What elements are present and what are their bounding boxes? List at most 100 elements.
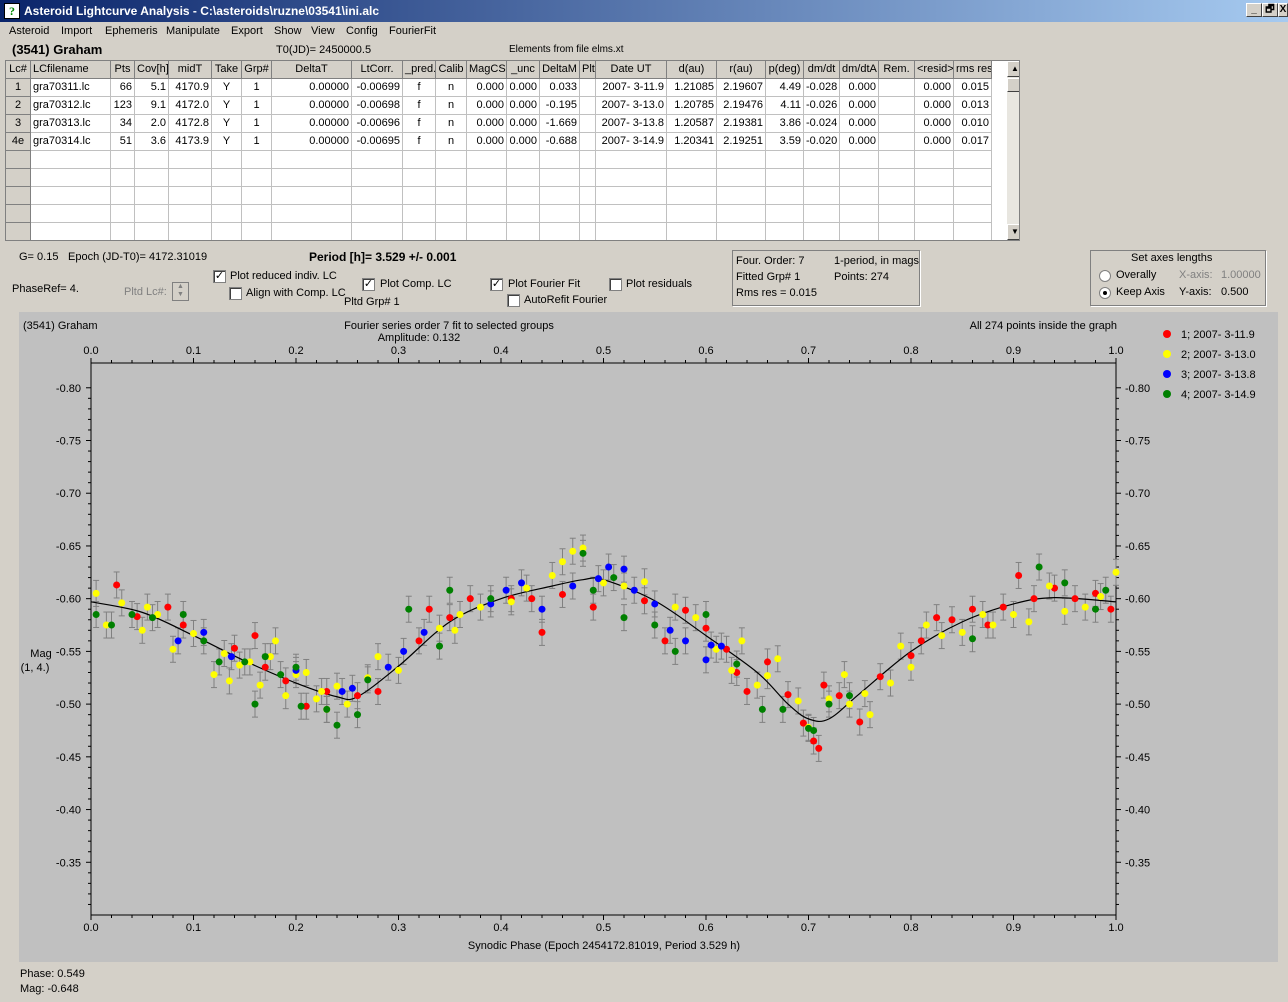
table-cell[interactable] xyxy=(540,169,580,187)
scroll-thumb[interactable] xyxy=(1007,78,1019,92)
menu-ephemeris[interactable]: Ephemeris xyxy=(105,25,158,37)
table-cell[interactable] xyxy=(436,223,467,240)
table-cell[interactable] xyxy=(717,169,766,187)
table-cell[interactable] xyxy=(954,223,992,240)
align-checkbox[interactable] xyxy=(229,287,242,300)
menu-show[interactable]: Show xyxy=(274,25,302,37)
x-axis-input[interactable]: 1.00000 xyxy=(1221,269,1261,281)
row-header[interactable] xyxy=(6,205,31,223)
table-cell[interactable] xyxy=(507,223,540,240)
table-cell[interactable] xyxy=(467,223,507,240)
menu-import[interactable]: Import xyxy=(61,25,93,37)
table-cell[interactable] xyxy=(879,151,915,169)
table-cell[interactable] xyxy=(212,205,242,223)
table-cell[interactable]: -0.00696 xyxy=(352,115,403,133)
table-cell[interactable]: 66 xyxy=(111,79,135,97)
table-cell[interactable] xyxy=(169,223,212,240)
minimize-button[interactable]: _ xyxy=(1246,3,1262,17)
table-cell[interactable] xyxy=(135,187,169,205)
table-cell[interactable]: Y xyxy=(212,79,242,97)
column-header[interactable]: Plt xyxy=(580,61,596,79)
pltd-lc-spinner[interactable]: ▲ ▼ xyxy=(172,282,189,301)
table-cell[interactable] xyxy=(717,205,766,223)
table-cell[interactable] xyxy=(580,205,596,223)
table-cell[interactable]: 0.000 xyxy=(507,115,540,133)
table-cell[interactable]: 2.0 xyxy=(135,115,169,133)
table-cell[interactable] xyxy=(403,205,436,223)
table-cell[interactable]: 0.000 xyxy=(840,133,879,151)
row-header[interactable]: 2 xyxy=(6,97,31,115)
table-cell[interactable] xyxy=(915,187,954,205)
table-cell[interactable] xyxy=(717,151,766,169)
table-cell[interactable]: 0.000 xyxy=(467,115,507,133)
table-cell[interactable]: 0.000 xyxy=(840,115,879,133)
table-cell[interactable] xyxy=(840,151,879,169)
table-cell[interactable] xyxy=(840,205,879,223)
y-axis-input[interactable]: 0.500 xyxy=(1221,286,1249,298)
column-header[interactable]: Pts xyxy=(111,61,135,79)
table-cell[interactable]: -0.00698 xyxy=(352,97,403,115)
table-cell[interactable] xyxy=(507,151,540,169)
column-header[interactable]: midT xyxy=(169,61,212,79)
table-cell[interactable] xyxy=(915,223,954,240)
table-cell[interactable]: 2007- 3-13.0 xyxy=(596,97,667,115)
table-cell[interactable]: 123 xyxy=(111,97,135,115)
lightcurve-table[interactable]: ▲ ▼ Lc# LCfilename Pts Cov[h] midT Take Grp# De… xyxy=(5,60,1020,241)
table-cell[interactable] xyxy=(879,79,915,97)
table-cell[interactable]: 1 xyxy=(242,133,272,151)
table-cell[interactable]: 3.86 xyxy=(766,115,804,133)
menu-fourierfit[interactable]: FourierFit xyxy=(389,25,437,37)
table-cell[interactable] xyxy=(352,169,403,187)
table-cell[interactable]: 0.000 xyxy=(915,133,954,151)
table-cell[interactable]: 34 xyxy=(111,115,135,133)
column-header[interactable]: Grp# xyxy=(242,61,272,79)
column-header[interactable]: Cov[h] xyxy=(135,61,169,79)
table-cell[interactable] xyxy=(272,223,352,240)
column-header[interactable]: DeltaM xyxy=(540,61,580,79)
table-cell[interactable] xyxy=(580,169,596,187)
table-cell[interactable]: n xyxy=(436,97,467,115)
table-cell[interactable]: 0.000 xyxy=(915,115,954,133)
column-header[interactable]: LCfilename xyxy=(31,61,111,79)
table-cell[interactable] xyxy=(111,223,135,240)
table-cell[interactable] xyxy=(540,187,580,205)
column-header[interactable]: dm/dtA xyxy=(840,61,879,79)
table-cell[interactable]: 2007- 3-11.9 xyxy=(596,79,667,97)
table-cell[interactable]: 0.000 xyxy=(507,133,540,151)
table-cell[interactable] xyxy=(135,151,169,169)
table-cell[interactable] xyxy=(135,205,169,223)
table-cell[interactable]: 2.19381 xyxy=(717,115,766,133)
table-cell[interactable] xyxy=(467,205,507,223)
table-cell[interactable] xyxy=(507,205,540,223)
table-cell[interactable]: 0.000 xyxy=(467,79,507,97)
table-cell[interactable] xyxy=(915,169,954,187)
column-header[interactable]: DeltaT xyxy=(272,61,352,79)
table-cell[interactable]: -0.195 xyxy=(540,97,580,115)
table-cell[interactable] xyxy=(212,187,242,205)
table-cell[interactable]: 4.49 xyxy=(766,79,804,97)
table-cell[interactable]: 0.000 xyxy=(915,79,954,97)
table-cell[interactable]: 0.010 xyxy=(954,115,992,133)
table-cell[interactable]: 0.033 xyxy=(540,79,580,97)
row-header[interactable] xyxy=(6,169,31,187)
table-cell[interactable]: 1 xyxy=(242,115,272,133)
table-cell[interactable] xyxy=(915,151,954,169)
table-cell[interactable] xyxy=(540,151,580,169)
table-cell[interactable] xyxy=(242,169,272,187)
table-cell[interactable] xyxy=(954,187,992,205)
table-cell[interactable] xyxy=(242,151,272,169)
table-cell[interactable] xyxy=(403,187,436,205)
scroll-down-icon[interactable]: ▼ xyxy=(1007,224,1019,240)
table-cell[interactable] xyxy=(667,151,717,169)
table-cell[interactable] xyxy=(403,223,436,240)
scroll-up-icon[interactable]: ▲ xyxy=(1007,61,1019,77)
close-button[interactable]: X xyxy=(1278,3,1288,17)
table-cell[interactable] xyxy=(212,151,242,169)
table-cell[interactable] xyxy=(596,187,667,205)
table-cell[interactable]: -0.00699 xyxy=(352,79,403,97)
table-cell[interactable] xyxy=(954,169,992,187)
table-cell[interactable] xyxy=(580,97,596,115)
table-cell[interactable]: 9.1 xyxy=(135,97,169,115)
table-cell[interactable]: 2007- 3-14.9 xyxy=(596,133,667,151)
table-cell[interactable]: 5.1 xyxy=(135,79,169,97)
